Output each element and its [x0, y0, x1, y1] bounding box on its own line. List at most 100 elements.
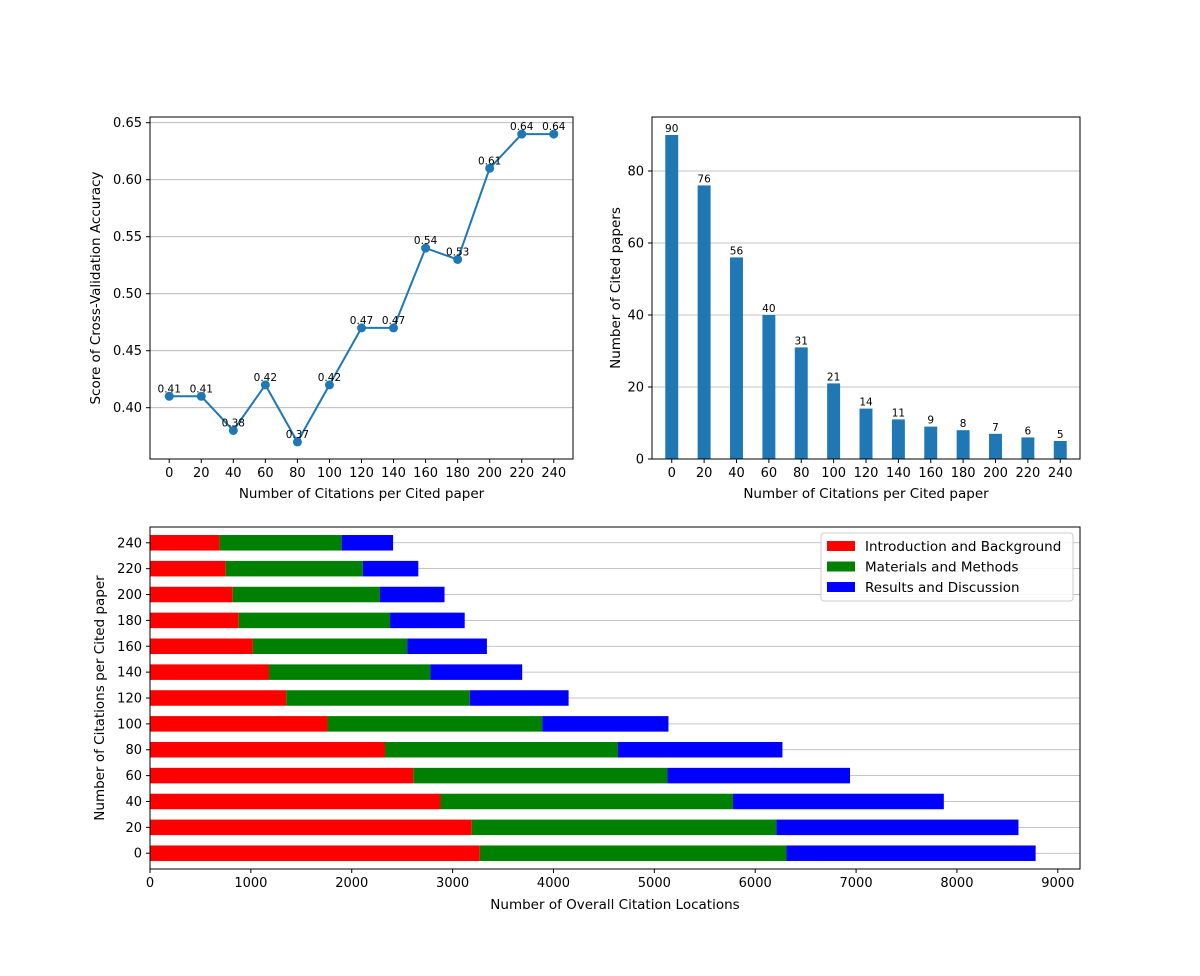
data-label: 40	[762, 303, 775, 315]
cited-papers-y-axis-label: Number of Cited papers	[608, 207, 624, 369]
bar	[956, 430, 970, 459]
bar-segment	[786, 845, 1036, 861]
data-point	[292, 437, 302, 447]
data-label: 0.38	[222, 418, 245, 430]
data-label: 5	[1057, 429, 1064, 441]
x-tick-label: 0	[668, 466, 676, 481]
bar-segment	[225, 560, 363, 577]
data-point	[453, 255, 463, 264]
x-tick-label: 160	[918, 466, 943, 481]
legend-label: Materials and Methods	[865, 560, 1019, 576]
x-tick-label: 120	[349, 466, 374, 481]
x-tick-label: 40	[225, 466, 242, 481]
data-point	[196, 391, 206, 401]
x-tick-label: 6000	[739, 876, 772, 891]
bar-segment	[150, 586, 233, 603]
cited-papers-grid	[652, 170, 1080, 388]
data-point	[517, 129, 527, 139]
accuracy-y-axis-label: Score of Cross-Validation Accuracy	[88, 171, 104, 404]
data-label: 14	[859, 397, 873, 409]
y-tick-label: 0	[134, 847, 142, 862]
data-point	[549, 129, 559, 139]
y-tick-label: 0	[636, 453, 644, 468]
bar-segment	[150, 741, 386, 758]
legend-swatch	[827, 561, 855, 572]
bar	[697, 185, 711, 459]
y-tick-label: 20	[627, 381, 644, 396]
legend-box	[820, 532, 1074, 602]
data-label: 0.47	[382, 315, 405, 327]
y-tick-label: 40	[627, 309, 644, 324]
data-label: 0.47	[350, 315, 373, 327]
locations-legend: Introduction and Background Materials and…	[820, 532, 1074, 602]
y-tick-label: 60	[125, 769, 142, 784]
data-label: 21	[827, 371, 840, 383]
x-tick-label: 0	[146, 876, 154, 891]
bar-segment	[150, 664, 270, 680]
cited-papers-y-ticks: 0 20 40 60 80	[627, 165, 652, 468]
x-tick-label: 160	[413, 466, 438, 481]
bar-segment	[150, 560, 226, 577]
data-label: 31	[795, 335, 808, 347]
bar-segment	[150, 638, 253, 655]
bar-segment	[413, 767, 668, 784]
accuracy-grid	[150, 122, 573, 409]
locations-y-axis-label: Number of Citations per Cited paper	[92, 575, 108, 821]
y-tick-label: 80	[125, 743, 142, 758]
bar	[924, 426, 938, 459]
bar-segment	[667, 767, 851, 784]
x-tick-label: 200	[983, 466, 1008, 481]
accuracy-line-series	[169, 133, 554, 444]
locations-bars	[150, 535, 1036, 861]
bar	[762, 315, 776, 459]
locations-x-axis-label: Number of Overall Citation Locations	[490, 897, 739, 913]
x-tick-label: 60	[257, 466, 274, 481]
legend-label: Introduction and Background	[865, 539, 1061, 555]
bar-segment	[440, 793, 734, 810]
legend-swatch	[827, 582, 855, 592]
data-point	[485, 163, 495, 173]
data-label: 0.37	[286, 429, 309, 441]
bar-segment	[327, 716, 543, 732]
x-tick-label: 0	[165, 466, 173, 481]
data-label: 0.53	[446, 247, 469, 259]
data-point	[421, 243, 431, 253]
y-tick-label: 120	[117, 692, 142, 707]
data-point	[389, 323, 399, 333]
y-tick-label: 0.45	[113, 344, 142, 359]
bar	[989, 433, 1002, 459]
locations-y-ticks: 0 20 40 60 80 100 120 140 160 180 200 220 240	[117, 536, 150, 862]
bar-segment	[362, 560, 419, 577]
y-tick-label: 100	[117, 717, 142, 732]
x-tick-label: 180	[445, 466, 470, 481]
x-tick-label: 5000	[638, 876, 671, 891]
bar-segment	[150, 819, 472, 836]
data-label: 0.42	[318, 372, 341, 384]
x-tick-label: 8000	[940, 876, 973, 891]
data-label: 0.61	[478, 155, 501, 167]
bar-segment	[469, 690, 569, 706]
accuracy-x-axis-label: Number of Citations per Cited paper	[239, 486, 485, 502]
bar-segment	[269, 664, 431, 680]
accuracy-y-ticks: 0.40 0.45 0.50 0.55 0.60 0.65	[113, 116, 150, 416]
bar	[827, 383, 841, 459]
x-tick-label: 9000	[1041, 876, 1074, 891]
y-tick-label: 20	[125, 821, 142, 836]
bar-segment	[150, 716, 328, 732]
x-tick-label: 180	[951, 466, 976, 481]
bar-segment	[390, 612, 465, 629]
y-tick-label: 80	[627, 165, 644, 180]
data-label: 0.41	[190, 383, 213, 395]
x-tick-label: 7000	[840, 876, 873, 891]
y-tick-label: 0.65	[113, 116, 142, 131]
x-tick-label: 2000	[335, 876, 368, 891]
bar-segment	[379, 586, 445, 603]
data-label: 76	[697, 173, 711, 185]
cited-papers-x-ticks: 0 20 40 60 80 100 120 140 160 180 200 220 240	[668, 459, 1073, 481]
bar	[891, 419, 905, 459]
x-tick-label: 100	[821, 466, 846, 481]
data-point	[228, 426, 238, 435]
accuracy-data-labels: 0.41 0.41 0.38 0.42 0.37 0.42 0.47 0.47 0.54 0.53…	[158, 121, 566, 441]
x-tick-label: 20	[193, 466, 210, 481]
